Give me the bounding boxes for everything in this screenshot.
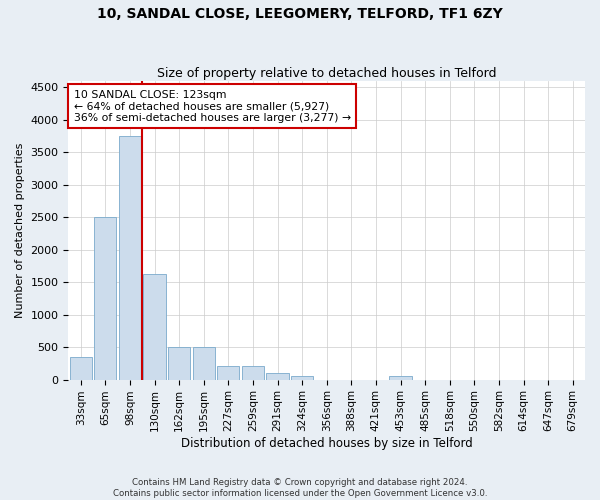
Bar — [291, 376, 313, 380]
Bar — [168, 347, 190, 380]
Bar — [143, 274, 166, 380]
Title: Size of property relative to detached houses in Telford: Size of property relative to detached ho… — [157, 66, 496, 80]
Bar — [217, 366, 239, 380]
Bar — [70, 357, 92, 380]
Bar — [193, 347, 215, 380]
Y-axis label: Number of detached properties: Number of detached properties — [15, 142, 25, 318]
Bar — [94, 217, 116, 380]
Text: 10, SANDAL CLOSE, LEEGOMERY, TELFORD, TF1 6ZY: 10, SANDAL CLOSE, LEEGOMERY, TELFORD, TF… — [97, 8, 503, 22]
Bar — [266, 373, 289, 380]
Bar — [242, 366, 264, 380]
Text: 10 SANDAL CLOSE: 123sqm
← 64% of detached houses are smaller (5,927)
36% of semi: 10 SANDAL CLOSE: 123sqm ← 64% of detache… — [74, 90, 350, 123]
Bar — [119, 136, 141, 380]
Bar — [389, 376, 412, 380]
Text: Contains HM Land Registry data © Crown copyright and database right 2024.
Contai: Contains HM Land Registry data © Crown c… — [113, 478, 487, 498]
X-axis label: Distribution of detached houses by size in Telford: Distribution of detached houses by size … — [181, 437, 473, 450]
